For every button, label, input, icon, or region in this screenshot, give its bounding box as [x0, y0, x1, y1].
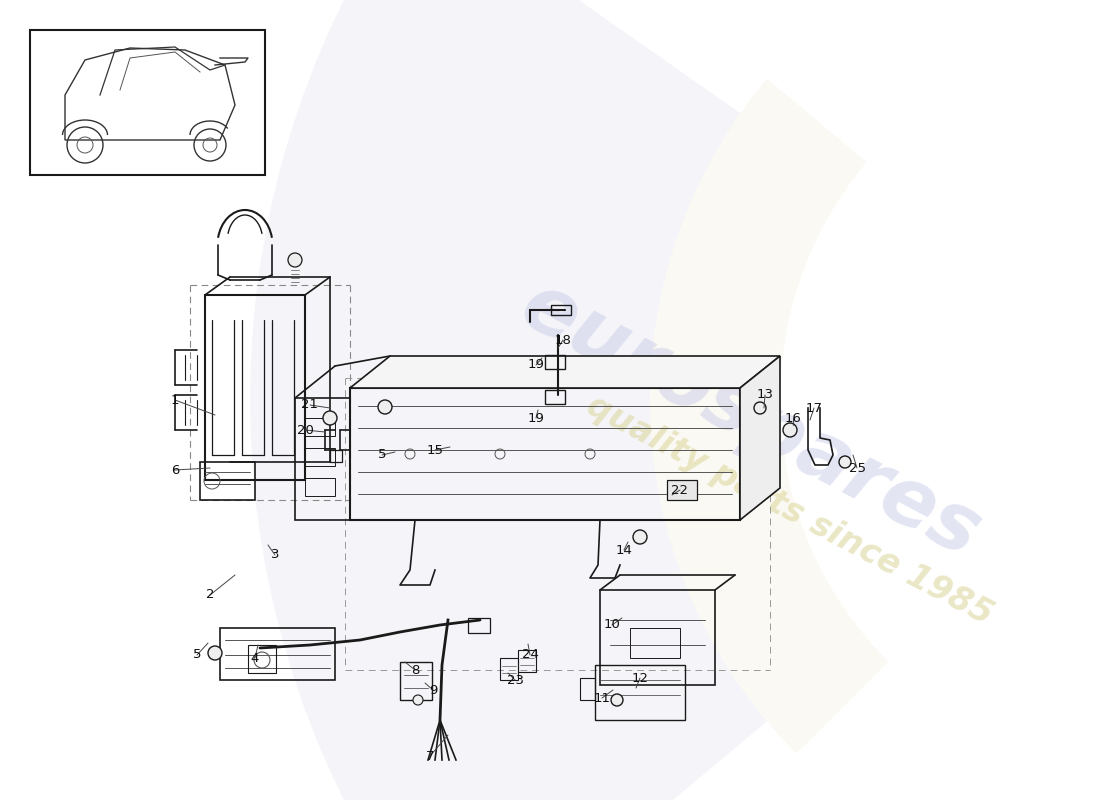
- Text: 12: 12: [631, 671, 649, 685]
- Bar: [580, 678, 595, 700]
- Text: 7: 7: [426, 750, 434, 762]
- Text: 16: 16: [784, 411, 802, 425]
- Text: 13: 13: [757, 389, 773, 402]
- Polygon shape: [740, 356, 780, 520]
- Circle shape: [632, 530, 647, 544]
- Text: 18: 18: [554, 334, 571, 346]
- Text: quality parts since 1985: quality parts since 1985: [582, 389, 999, 631]
- Bar: [305, 478, 336, 496]
- Circle shape: [783, 423, 798, 437]
- Text: 4: 4: [251, 651, 260, 665]
- Circle shape: [412, 695, 424, 705]
- Text: 24: 24: [521, 649, 538, 662]
- Text: 3: 3: [271, 549, 279, 562]
- Text: 25: 25: [848, 462, 866, 474]
- Text: 8: 8: [410, 663, 419, 677]
- Bar: [330, 450, 342, 462]
- Text: 10: 10: [604, 618, 620, 631]
- Bar: [518, 650, 536, 672]
- Circle shape: [208, 646, 222, 660]
- Text: 17: 17: [805, 402, 823, 414]
- Wedge shape: [650, 78, 889, 754]
- Bar: [500, 658, 518, 680]
- Text: 6: 6: [170, 463, 179, 477]
- Text: 5: 5: [377, 449, 386, 462]
- Text: 11: 11: [594, 691, 610, 705]
- Circle shape: [323, 411, 337, 425]
- Bar: [205, 295, 305, 480]
- Bar: [305, 448, 336, 466]
- Bar: [667, 480, 697, 500]
- Text: 2: 2: [206, 589, 214, 602]
- Text: eurospares: eurospares: [507, 266, 993, 574]
- Text: 23: 23: [506, 674, 524, 686]
- Bar: [350, 388, 740, 520]
- Text: 15: 15: [427, 443, 443, 457]
- Bar: [600, 590, 715, 685]
- Text: 20: 20: [297, 423, 313, 437]
- Text: 1: 1: [170, 394, 179, 406]
- Bar: [595, 665, 685, 720]
- Polygon shape: [350, 356, 780, 388]
- Bar: [544, 355, 565, 369]
- Text: 21: 21: [301, 398, 319, 411]
- Bar: [551, 305, 571, 315]
- Circle shape: [378, 400, 392, 414]
- Bar: [305, 418, 336, 436]
- Bar: [630, 628, 680, 658]
- Text: 5: 5: [192, 649, 201, 662]
- Bar: [544, 390, 565, 404]
- Circle shape: [754, 402, 766, 414]
- Text: 14: 14: [616, 543, 632, 557]
- Wedge shape: [250, 0, 767, 800]
- Bar: [200, 462, 255, 500]
- Bar: [295, 398, 350, 520]
- Text: 9: 9: [429, 683, 437, 697]
- Text: 19: 19: [528, 358, 544, 371]
- Bar: [400, 662, 432, 700]
- Text: 19: 19: [528, 411, 544, 425]
- Text: 22: 22: [671, 483, 689, 497]
- Bar: [30, 30, 265, 175]
- Circle shape: [610, 694, 623, 706]
- Circle shape: [839, 456, 851, 468]
- Bar: [468, 618, 490, 633]
- Circle shape: [288, 253, 302, 267]
- Bar: [220, 628, 336, 680]
- Bar: [248, 645, 276, 673]
